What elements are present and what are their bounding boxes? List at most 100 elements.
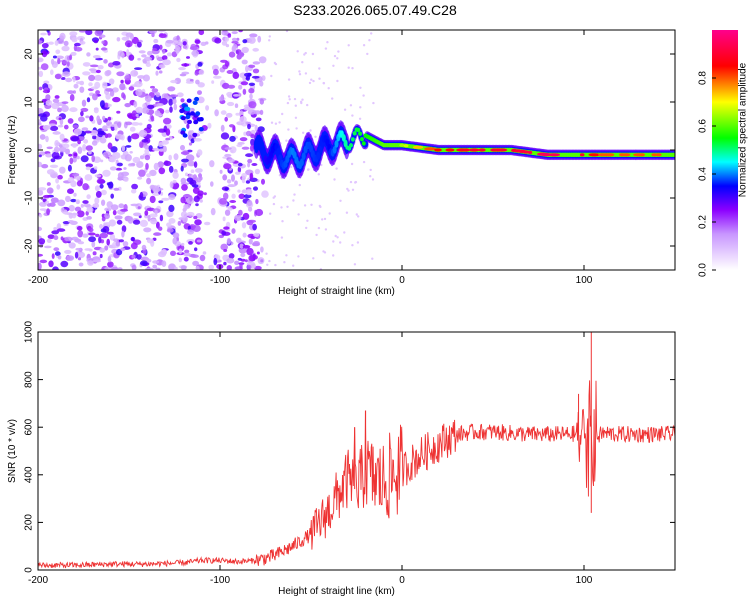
noise-blob [133, 212, 142, 217]
noise-blob [190, 169, 195, 173]
noise-blob [199, 199, 203, 203]
noise-blob [188, 241, 193, 245]
noise-blob [153, 162, 159, 171]
ridge-hotspot [497, 148, 508, 152]
noise-blob [50, 197, 59, 203]
noise-blob [226, 179, 232, 184]
noise-blob [193, 161, 198, 168]
noise-blob [88, 232, 96, 236]
noise-blob [135, 106, 144, 114]
ridge-core [301, 152, 306, 160]
noise-blob [123, 177, 129, 182]
noise-blob [234, 260, 240, 265]
noise-blob [74, 47, 83, 52]
noise-blob [211, 80, 215, 84]
noise-blob [189, 179, 197, 186]
noise-blob [99, 224, 104, 229]
noise-blob [185, 172, 188, 177]
noise-blob [158, 64, 166, 69]
noise-blob [247, 162, 251, 168]
noise-blob [244, 259, 248, 263]
noise-blob [172, 171, 179, 179]
noise-blob [38, 57, 44, 63]
heatmap-xtick-label: -200 [28, 275, 48, 286]
noise-point [324, 47, 328, 50]
noise-point [272, 202, 276, 206]
noise-blob [90, 70, 98, 74]
noise-blob [250, 144, 254, 152]
noise-blob [48, 260, 54, 268]
noise-blob [63, 143, 70, 149]
noise-blob [129, 151, 133, 154]
noise-point [370, 32, 373, 35]
noise-blob [101, 216, 106, 222]
noise-blob [172, 237, 178, 245]
noise-blob [112, 152, 121, 159]
noise-point [281, 112, 284, 116]
noise-blob [195, 177, 202, 183]
noise-blob [195, 79, 200, 85]
noise-blob [189, 195, 193, 202]
noise-point [315, 233, 318, 237]
noise-point [322, 82, 326, 85]
noise-blob [79, 30, 87, 33]
noise-blob [247, 158, 253, 164]
noise-blob [240, 252, 246, 258]
noise-point [326, 41, 329, 44]
noise-blob [112, 209, 117, 216]
noise-blob [151, 32, 155, 38]
noise-blob [55, 178, 59, 184]
noise-blob [252, 47, 259, 52]
noise-blob [162, 145, 167, 153]
noise-blob [73, 83, 79, 89]
noise-blob [165, 109, 170, 114]
noise-blob [133, 100, 138, 108]
noise-point [308, 81, 312, 85]
noise-blob [50, 158, 56, 163]
noise-blob [192, 174, 197, 179]
noise-blob [161, 140, 169, 145]
noise-blob [110, 146, 118, 153]
noise-blob [124, 40, 133, 48]
noise-blob [38, 253, 43, 257]
noise-blob [168, 165, 174, 173]
noise-blob [104, 245, 109, 251]
noise-blob [197, 149, 203, 156]
cluster-blob [193, 119, 199, 125]
noise-blob [67, 220, 74, 223]
noise-blob [128, 86, 135, 91]
noise-blob [143, 227, 152, 233]
noise-blob [67, 118, 74, 124]
noise-blob [179, 73, 187, 77]
noise-blob [112, 61, 121, 66]
noise-blob [182, 41, 187, 46]
colorbar-tick-label: 0.6 [698, 119, 709, 133]
noise-blob [121, 225, 127, 233]
noise-blob [177, 220, 182, 226]
noise-blob [237, 142, 245, 145]
ridge-hotspot [445, 148, 455, 152]
noise-blob [117, 172, 124, 179]
colorbar [712, 30, 738, 270]
noise-blob [227, 33, 232, 38]
noise-blob [99, 253, 103, 259]
ridge-hotspot [588, 153, 600, 157]
noise-blob [258, 56, 267, 64]
noise-blob [155, 92, 161, 98]
noise-blob [241, 176, 246, 184]
noise-blob [102, 115, 106, 121]
noise-blob [85, 210, 89, 216]
noise-point [298, 183, 301, 187]
noise-blob [137, 57, 141, 61]
noise-point [306, 219, 309, 222]
noise-point [371, 257, 374, 260]
noise-blob [72, 172, 80, 177]
noise-point [287, 128, 290, 131]
noise-blob [235, 171, 241, 175]
noise-blob [187, 225, 191, 230]
noise-blob [186, 229, 195, 235]
noise-blob [193, 215, 198, 220]
noise-blob [247, 219, 256, 223]
noise-point [312, 79, 315, 83]
noise-blob [77, 139, 81, 145]
